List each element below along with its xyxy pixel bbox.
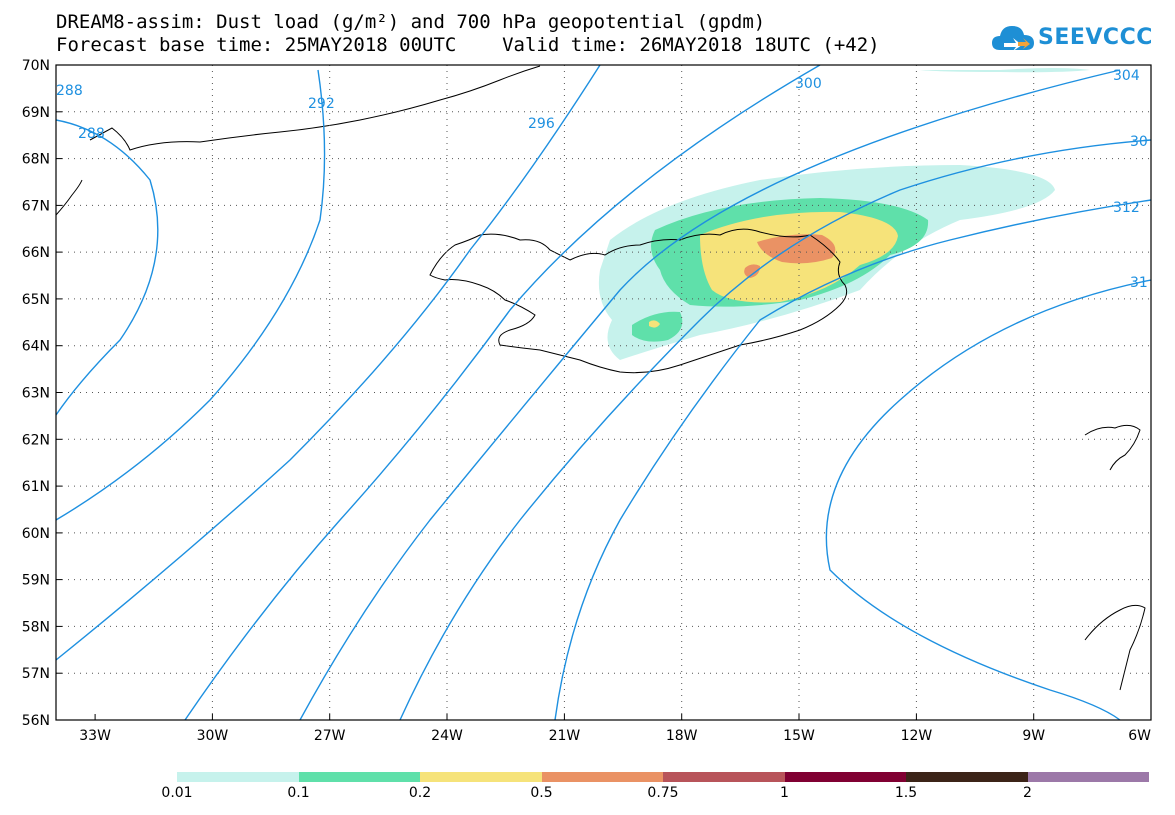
colorbar-segment: [177, 772, 299, 782]
colorbar-label: 0.5: [530, 785, 553, 801]
lon-label: 24W: [431, 728, 463, 744]
colorbar-label: 0.2: [408, 785, 432, 801]
logo-text: SEEVCCC: [1038, 25, 1153, 50]
lon-label: 27W: [314, 728, 346, 744]
contour-label: 296: [528, 116, 555, 132]
lat-label: 61N: [22, 479, 50, 495]
colorbar-label: 1.5: [894, 785, 918, 801]
colorbar-segment: [906, 772, 1028, 782]
lon-label: 18W: [666, 728, 698, 744]
colorbar-label: 0.1: [287, 785, 310, 801]
lat-label: 57N: [22, 666, 50, 682]
lat-label: 59N: [22, 573, 50, 589]
lon-label: 6W: [1128, 728, 1151, 744]
colorbar: [177, 772, 1149, 782]
seevccc-logo: SEEVCCC: [990, 18, 1160, 58]
lon-label: 9W: [1022, 728, 1045, 744]
contour-label: 31: [1130, 275, 1148, 291]
longitude-labels: 33W 30W 27W 24W 21W 18W 15W 12W 9W 6W: [79, 728, 1151, 744]
lon-label: 21W: [549, 728, 581, 744]
colorbar-label: 1: [780, 785, 789, 801]
colorbar-segment: [298, 772, 420, 782]
contour-label: 304: [1113, 68, 1140, 84]
colorbar-segment: [1027, 772, 1149, 782]
dust-shading: [598, 68, 1090, 360]
lon-label: 30W: [197, 728, 229, 744]
colorbar-segment: [784, 772, 906, 782]
colorbar-label: 2: [1023, 785, 1032, 801]
colorbar-label: 0.01: [161, 785, 193, 801]
lat-label: 58N: [22, 619, 50, 635]
lat-label: 67N: [22, 198, 50, 214]
geopotential-contours: [56, 65, 1151, 720]
colorbar-segment: [541, 772, 663, 782]
lat-label: 65N: [22, 292, 50, 308]
lat-label: 63N: [22, 386, 50, 402]
contour-label: 30: [1130, 134, 1148, 150]
lat-label: 70N: [22, 58, 50, 74]
gridlines: [56, 65, 1151, 720]
lat-label: 69N: [22, 105, 50, 121]
lat-label: 64N: [22, 339, 50, 355]
axis-ticks: [56, 111, 1035, 720]
colorbar-segment: [663, 772, 785, 782]
contour-label: 292: [308, 96, 335, 112]
lat-label: 56N: [22, 713, 50, 729]
contour-label: 312: [1113, 200, 1140, 216]
lat-label: 60N: [22, 526, 50, 542]
contour-label: 300: [795, 76, 822, 92]
contour-label: 288: [78, 126, 105, 142]
latitude-labels: 70N 69N 68N 67N 66N 65N 64N 63N 62N 61N …: [22, 58, 50, 729]
colorbar-segment: [420, 772, 542, 782]
lat-label: 66N: [22, 245, 50, 261]
map-title: DREAM8-assim: Dust load (g/m²) and 700 h…: [56, 11, 766, 33]
lon-label: 33W: [79, 728, 111, 744]
cloud-logo-icon: [992, 26, 1034, 51]
colorbar-label: 0.75: [647, 785, 679, 801]
lon-label: 15W: [783, 728, 815, 744]
lat-label: 68N: [22, 152, 50, 168]
contour-labels: 288 288 292 296 300 304 30 312 31: [56, 68, 1148, 291]
lon-label: 12W: [901, 728, 933, 744]
map-subtitle: Forecast base time: 25MAY2018 00UTC Vali…: [56, 34, 880, 56]
lat-label: 62N: [22, 432, 50, 448]
coastlines: [56, 65, 1146, 691]
contour-label: 288: [56, 83, 83, 99]
